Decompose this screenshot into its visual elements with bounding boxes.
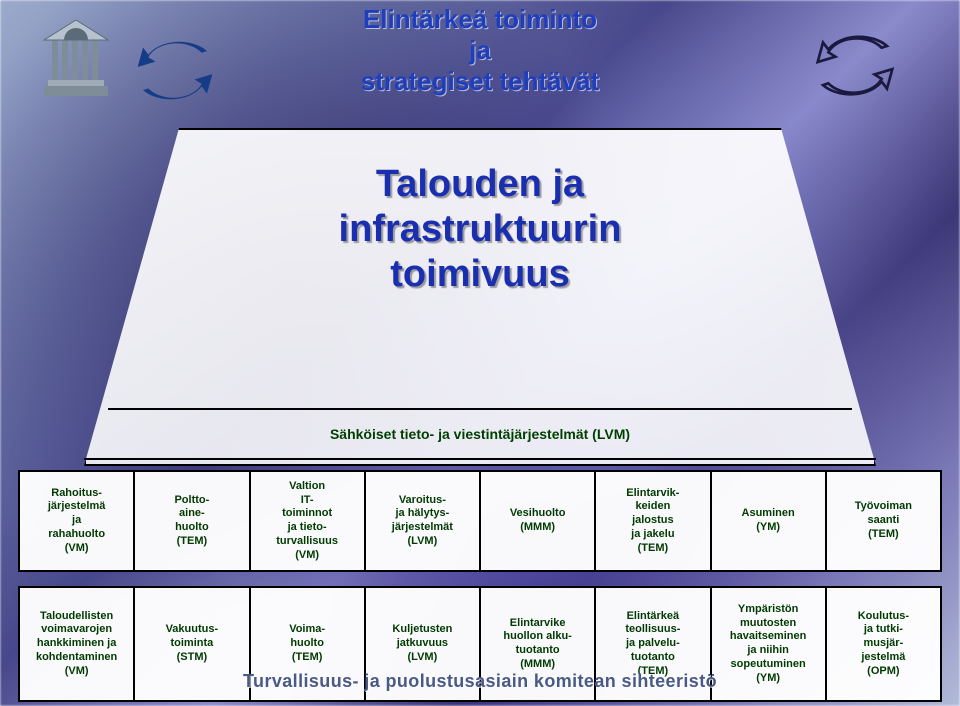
trapezoid-panel: Talouden ja infrastruktuurin toimivuus: [84, 128, 876, 466]
trapezoid-subtitle: Sähköiset tieto- ja viestintäjärjestelmä…: [84, 426, 876, 442]
tables-region: Rahoitus-järjestelmäjarahahuolto(VM) Pol…: [18, 470, 942, 702]
trapezoid-divider-bottom: [84, 458, 876, 460]
page-header: Elintärkeä toiminto ja strategiset tehtä…: [130, 4, 830, 97]
row1-cell: Poltto-aine-huolto(TEM): [134, 471, 249, 571]
trap-title-line-3: toimivuus: [390, 253, 569, 295]
trap-title-line-2: infrastruktuurin: [339, 208, 622, 250]
row1-cell: Vesihuolto(MMM): [480, 471, 595, 571]
row1-cell: Varoitus-ja hälytys-järjestelmät(LVM): [365, 471, 480, 571]
row1-cell: Elintarvik-keidenjalostusja jakelu(TEM): [595, 471, 710, 571]
row1-cell: Rahoitus-järjestelmäjarahahuolto(VM): [19, 471, 134, 571]
row1-cell: Työvoimansaanti(TEM): [826, 471, 941, 571]
trapezoid-region: Talouden ja infrastruktuurin toimivuus S…: [84, 128, 876, 466]
header-line-2: ja: [130, 35, 830, 66]
header-line-3: strategiset tehtävät: [130, 66, 830, 97]
committee-temple-logo-icon: [40, 18, 112, 100]
trapezoid-title: Talouden ja infrastruktuurin toimivuus: [339, 162, 622, 296]
footer-text: Turvallisuus- ja puolustusasiain komitea…: [0, 671, 960, 692]
row-1-table: Rahoitus-järjestelmäjarahahuolto(VM) Pol…: [18, 470, 942, 572]
row1-cell: ValtionIT-toiminnotja tieto-turvallisuus…: [250, 471, 365, 571]
header-line-1: Elintärkeä toiminto: [130, 4, 830, 35]
trapezoid-divider-top: [108, 408, 853, 410]
trap-title-line-1: Talouden ja: [376, 163, 584, 205]
row1-cell: Asuminen(YM): [711, 471, 826, 571]
